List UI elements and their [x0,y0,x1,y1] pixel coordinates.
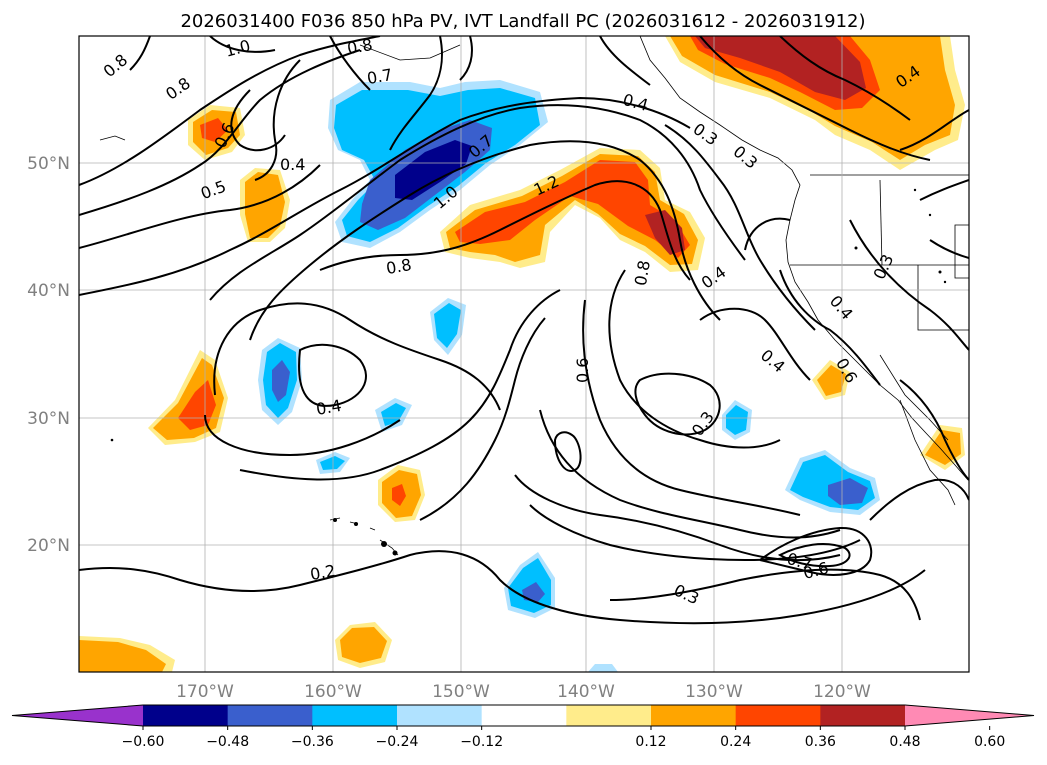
colorbar-tick-label: −0.36 [291,734,334,750]
colorbar-tick-label: 0.48 [889,734,920,750]
shade-warm-mx-o [925,430,961,465]
colorbar-segment [397,705,483,726]
shade-warm-ca-o [817,365,846,396]
contour-label: 0.7 [365,65,393,88]
contour-label: 0.4 [315,396,343,419]
shade-warm-bl-o [79,640,166,672]
pv-shading [79,36,965,672]
shade-cold-c1-c [434,303,461,348]
colorbar-tick-label: −0.48 [206,734,249,750]
shade-warm-hi-r [392,484,406,506]
lon-tick-labels: 170°W 160°W 150°W 140°W 130°W 120°W [176,682,871,702]
shade-warm-sw-r [178,380,216,430]
colorbar-segment [227,705,313,726]
colorbar-segment [143,705,229,726]
lon-tick-label: 140°W [557,682,615,702]
shade-cold-s-b [522,582,545,602]
ivt-contours [79,36,969,625]
contour-label: 0.8 [385,255,413,278]
colorbar-segment [312,705,398,726]
islands [110,188,947,556]
colorbar-extension-low [12,705,143,726]
colorbar-segment [566,705,652,726]
colorbar-tick-label: −0.24 [376,734,419,750]
shade-warm-nw-r [200,118,228,142]
shade-warm-streak-red [455,160,690,258]
shade-cold-bc [588,664,618,672]
shade-cold-w-b [272,360,290,402]
colorbar: −0.60 −0.48 −0.36 −0.24 −0.12 0.12 0.24 0.36 0.4… [11,704,1035,750]
lon-tick-label: 170°W [176,682,234,702]
colorbar-tick-label: −0.12 [460,734,503,750]
contour-label: 0.8 [346,35,374,58]
lon-tick-label: 160°W [304,682,362,702]
colorbar-segment [651,705,737,726]
shade-cold-e-b [828,478,868,505]
lat-tick-label: 50°N [27,154,70,174]
colorbar-tick-label: 0.24 [720,734,751,750]
colorbar-segment [735,705,821,726]
colorbar-extension-high [905,705,1034,726]
lon-tick-label: 130°W [685,682,743,702]
colorbar-segment [820,705,906,726]
shade-cold-e2-c [726,405,748,435]
shade-warm-w-o [245,172,285,238]
shade-warm-s-o [340,627,387,663]
map-frame [78,35,970,673]
lon-tick-label: 150°W [432,682,490,702]
contour-label: 0.6 [573,358,592,383]
plot-title: 2026031400 F036 850 hPa PV, IVT Landfall… [180,11,865,32]
lat-tick-label: 30°N [27,409,70,429]
lon-tick-label: 120°W [813,682,871,702]
lat-tick-label: 20°N [27,536,70,556]
colorbar-tick-label: 0.12 [635,734,666,750]
shade-cold-streak-navy [395,140,472,200]
contour-label: 0.4 [280,155,305,174]
lat-tick-labels: 50°N 40°N 30°N 20°N [27,154,70,556]
shade-cold-c2-c [381,403,406,426]
shade-warm-bc-darkred [695,36,866,100]
shade-cold-c3-c [320,456,345,470]
contour-label: 0.8 [631,259,654,287]
colorbar-tick-label: 0.36 [805,734,836,750]
colorbar-segment [481,705,567,726]
lat-tick-label: 40°N [27,281,70,301]
contour-label: 0.2 [309,561,337,584]
map-panel: 0.8 1.0 0.8 0.7 0.8 0.6 0.5 0.4 0.7 1.0 … [78,35,970,673]
colorbar-tick-label: −0.60 [122,734,165,750]
colorbar-tick-label: 0.60 [974,734,1005,750]
